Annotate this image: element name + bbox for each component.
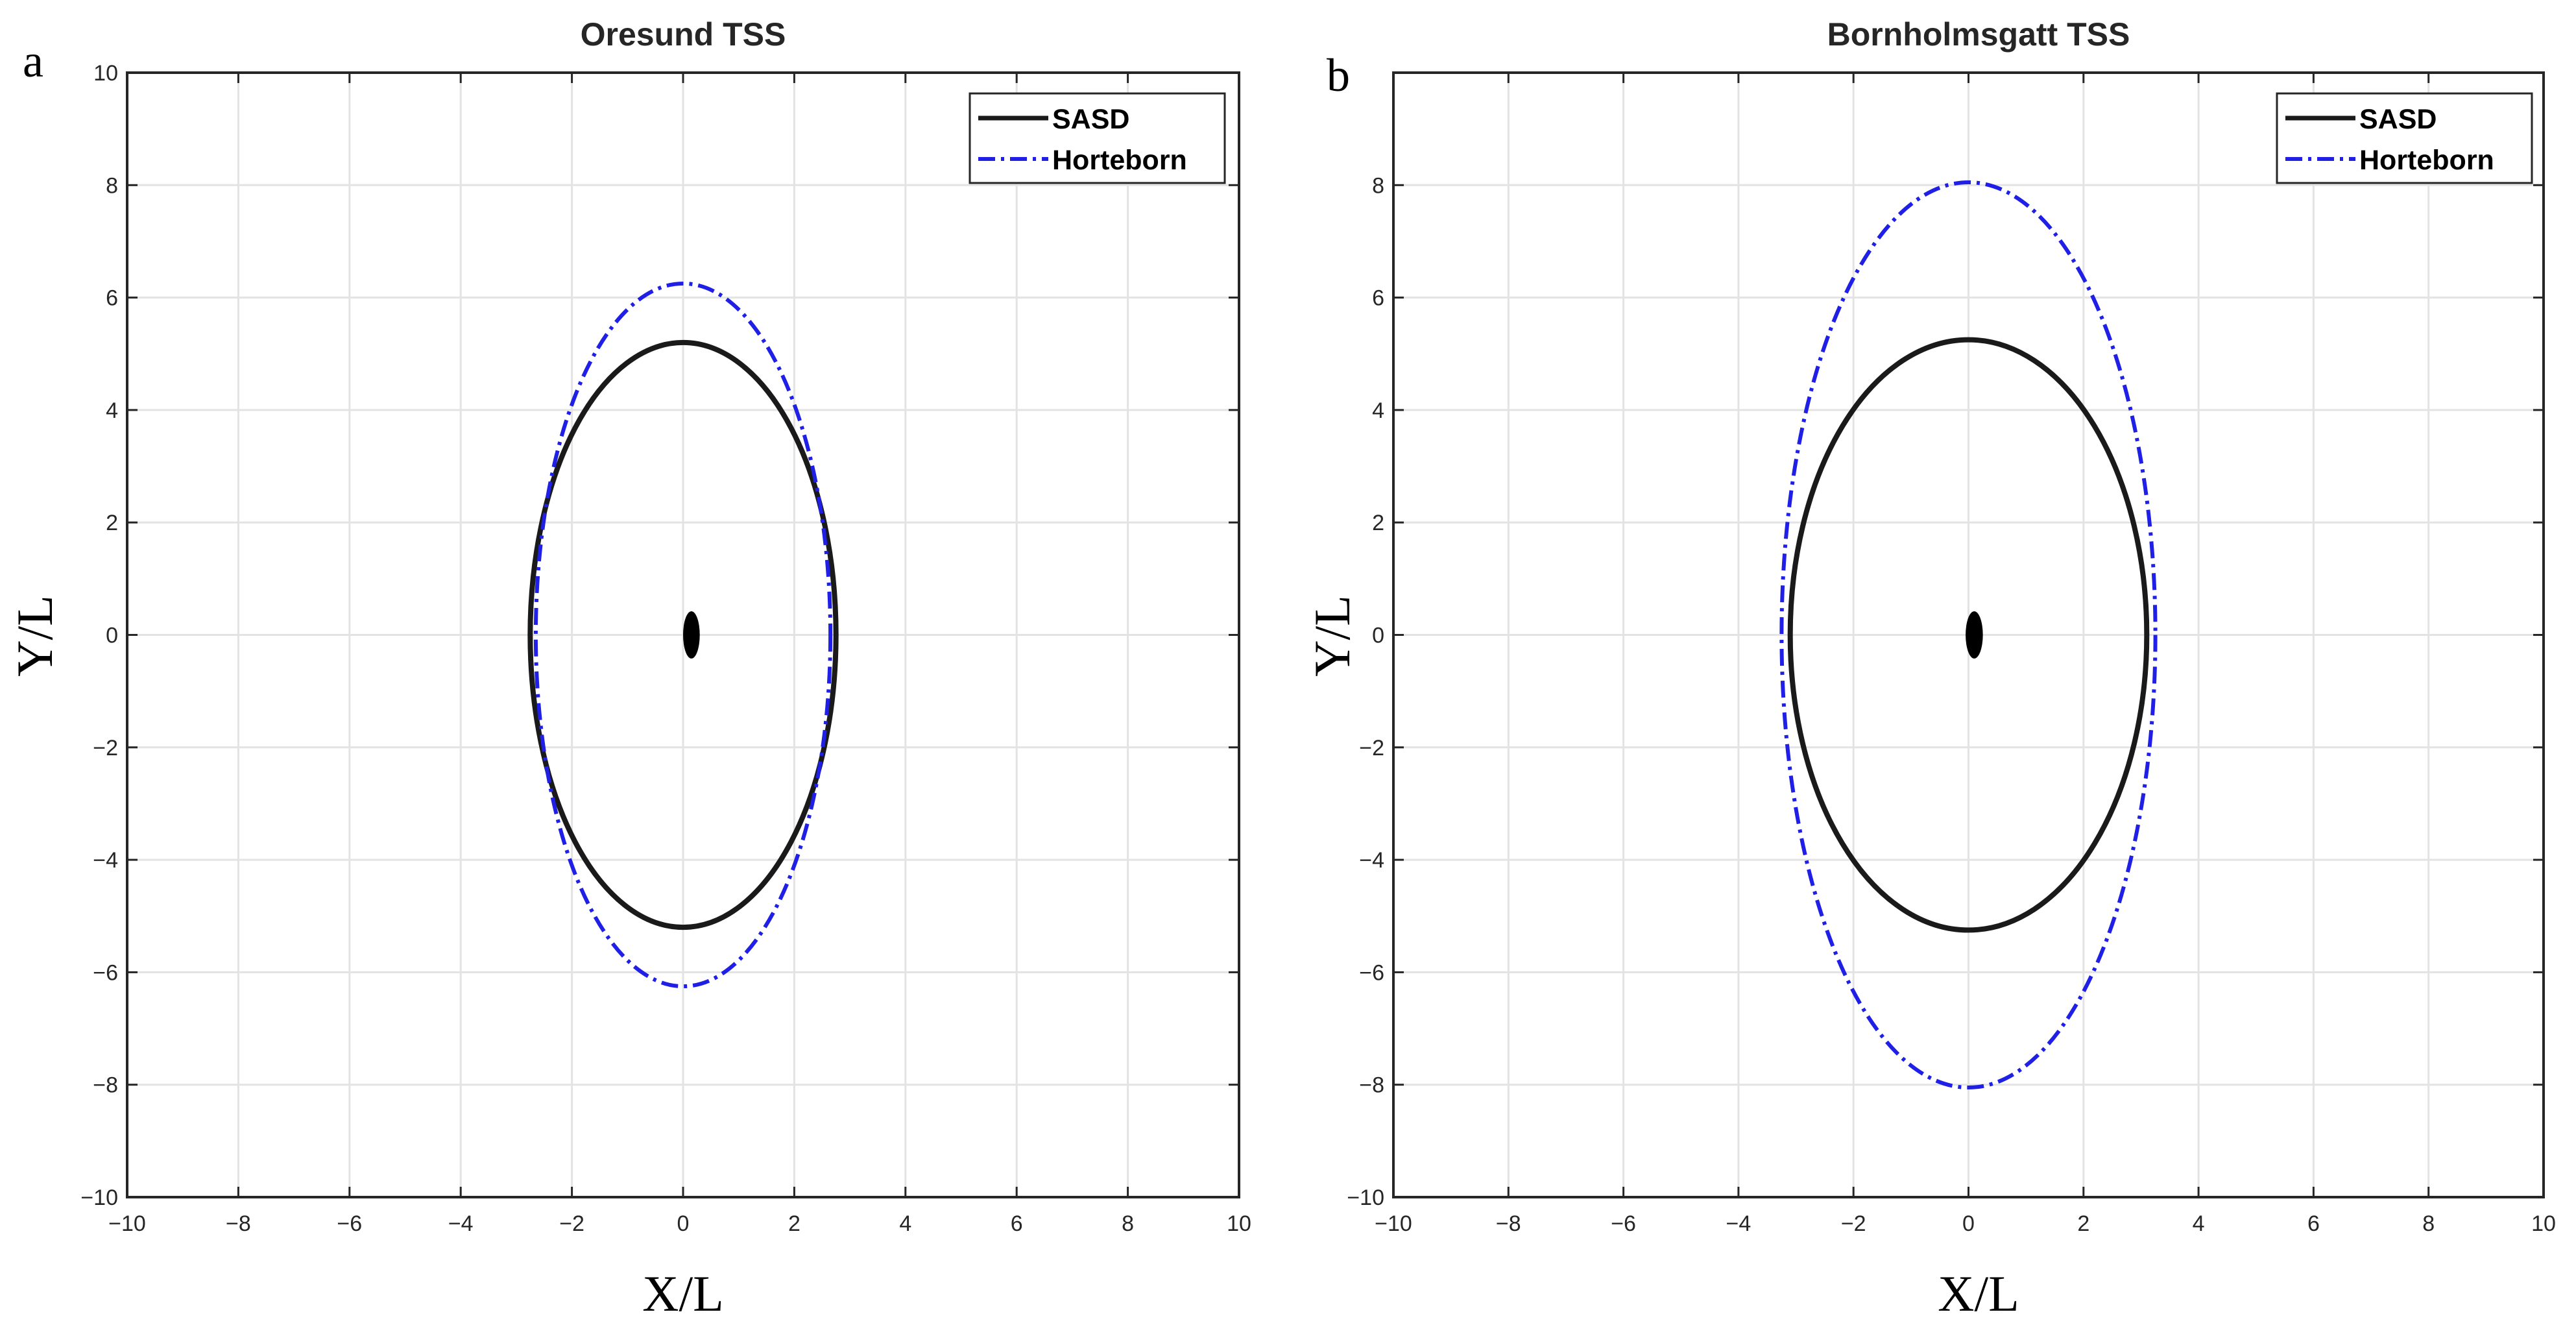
chart-title: Oresund TSS xyxy=(581,16,786,53)
y-tick-label: 10 xyxy=(93,61,118,86)
y-tick-label: −2 xyxy=(93,736,118,760)
x-tick-label: −4 xyxy=(1726,1211,1751,1236)
legend-label-horteborn: Horteborn xyxy=(1052,145,1187,176)
chart-panel-a: −10 −8 −6 −4 −2 0 2 4 6 8 10 −10 −8 −6 −4 −2 0 2 4 6 8 10 SAS… xyxy=(6,16,1251,1322)
y-tick-label: −4 xyxy=(93,848,118,873)
y-tick-label: −4 xyxy=(1359,848,1384,873)
x-tick-label: −4 xyxy=(448,1211,474,1236)
grid xyxy=(127,73,1239,1197)
ticks: −10 −8 −6 −4 −2 0 2 4 6 8 10 −10 −8 −6 −4 −2 0 2 4 6 8 xyxy=(1347,73,2556,1236)
ship-marker xyxy=(1966,611,1983,659)
x-tick-label: −8 xyxy=(226,1211,251,1236)
y-tick-label: −2 xyxy=(1359,736,1384,760)
y-tick-label: −6 xyxy=(1359,960,1384,985)
x-axis-label: X/L xyxy=(642,1265,724,1322)
series-horteborn-ellipse xyxy=(533,281,833,989)
x-axis-label: X/L xyxy=(1938,1265,2019,1322)
x-tick-label: −10 xyxy=(108,1211,146,1236)
y-tick-label: −10 xyxy=(1347,1185,1384,1210)
panel-letter: a xyxy=(23,35,43,87)
legend: SASD Horteborn xyxy=(2276,92,2533,184)
x-tick-label: 2 xyxy=(788,1211,800,1236)
x-tick-label: 2 xyxy=(2077,1211,2089,1236)
x-tick-label: 8 xyxy=(2422,1211,2435,1236)
panel-letter: b xyxy=(1327,49,1350,101)
x-tick-label: 0 xyxy=(1962,1211,1975,1236)
legend-label-horteborn: Horteborn xyxy=(2359,145,2494,176)
x-tick-label: −6 xyxy=(1611,1211,1636,1236)
x-tick-label: −2 xyxy=(559,1211,584,1236)
chart-title: Bornholmsgatt TSS xyxy=(1827,16,2130,53)
x-tick-label: 10 xyxy=(1227,1211,1251,1236)
x-tick-label: 10 xyxy=(2531,1211,2556,1236)
x-tick-label: 4 xyxy=(899,1211,911,1236)
x-tick-label: 4 xyxy=(2193,1211,2205,1236)
y-tick-label: 6 xyxy=(1372,286,1384,311)
y-tick-label: 4 xyxy=(106,398,118,423)
x-tick-label: −6 xyxy=(337,1211,362,1236)
x-tick-label: 6 xyxy=(2307,1211,2320,1236)
y-axis-label: Y/L xyxy=(1304,595,1360,677)
legend-box xyxy=(969,92,1226,184)
series-layer xyxy=(527,281,839,989)
x-tick-label: −2 xyxy=(1841,1211,1866,1236)
y-axis-label: Y/L xyxy=(6,595,63,677)
ship-marker xyxy=(683,611,700,659)
series-horteborn-ellipse xyxy=(1779,180,2158,1090)
y-tick-label: −8 xyxy=(1359,1073,1384,1098)
y-tick-label: 6 xyxy=(106,286,118,311)
y-tick-label: 2 xyxy=(1372,511,1384,535)
legend-label-sasd: SASD xyxy=(1052,104,1129,135)
legend: SASD Horteborn xyxy=(969,92,1226,184)
y-tick-label: −8 xyxy=(93,1073,118,1098)
ticks: −10 −8 −6 −4 −2 0 2 4 6 8 10 −10 −8 −6 −4 −2 0 2 4 6 8 10 xyxy=(80,61,1251,1236)
y-tick-label: 0 xyxy=(106,624,118,648)
x-tick-label: −10 xyxy=(1375,1211,1412,1236)
x-tick-label: 0 xyxy=(677,1211,690,1236)
y-tick-label: 8 xyxy=(106,173,118,198)
y-tick-label: 8 xyxy=(1372,173,1384,198)
y-tick-label: 0 xyxy=(1372,624,1384,648)
y-tick-label: −10 xyxy=(80,1185,118,1210)
x-tick-label: 6 xyxy=(1011,1211,1023,1236)
series-sasd-ellipse xyxy=(1787,337,2150,933)
series-sasd-ellipse xyxy=(527,339,839,930)
x-tick-label: 8 xyxy=(1122,1211,1134,1236)
grid xyxy=(1393,73,2544,1197)
y-tick-label: 4 xyxy=(1372,398,1384,423)
chart-panel-b: −10 −8 −6 −4 −2 0 2 4 6 8 10 −10 −8 −6 −4 −2 0 2 4 6 8 SASD … xyxy=(1304,16,2556,1322)
legend-label-sasd: SASD xyxy=(2359,104,2437,135)
series-layer xyxy=(1779,180,2158,1090)
y-tick-label: 2 xyxy=(106,511,118,535)
y-tick-label: −6 xyxy=(93,960,118,985)
legend-box xyxy=(2276,92,2533,184)
x-tick-label: −8 xyxy=(1496,1211,1521,1236)
